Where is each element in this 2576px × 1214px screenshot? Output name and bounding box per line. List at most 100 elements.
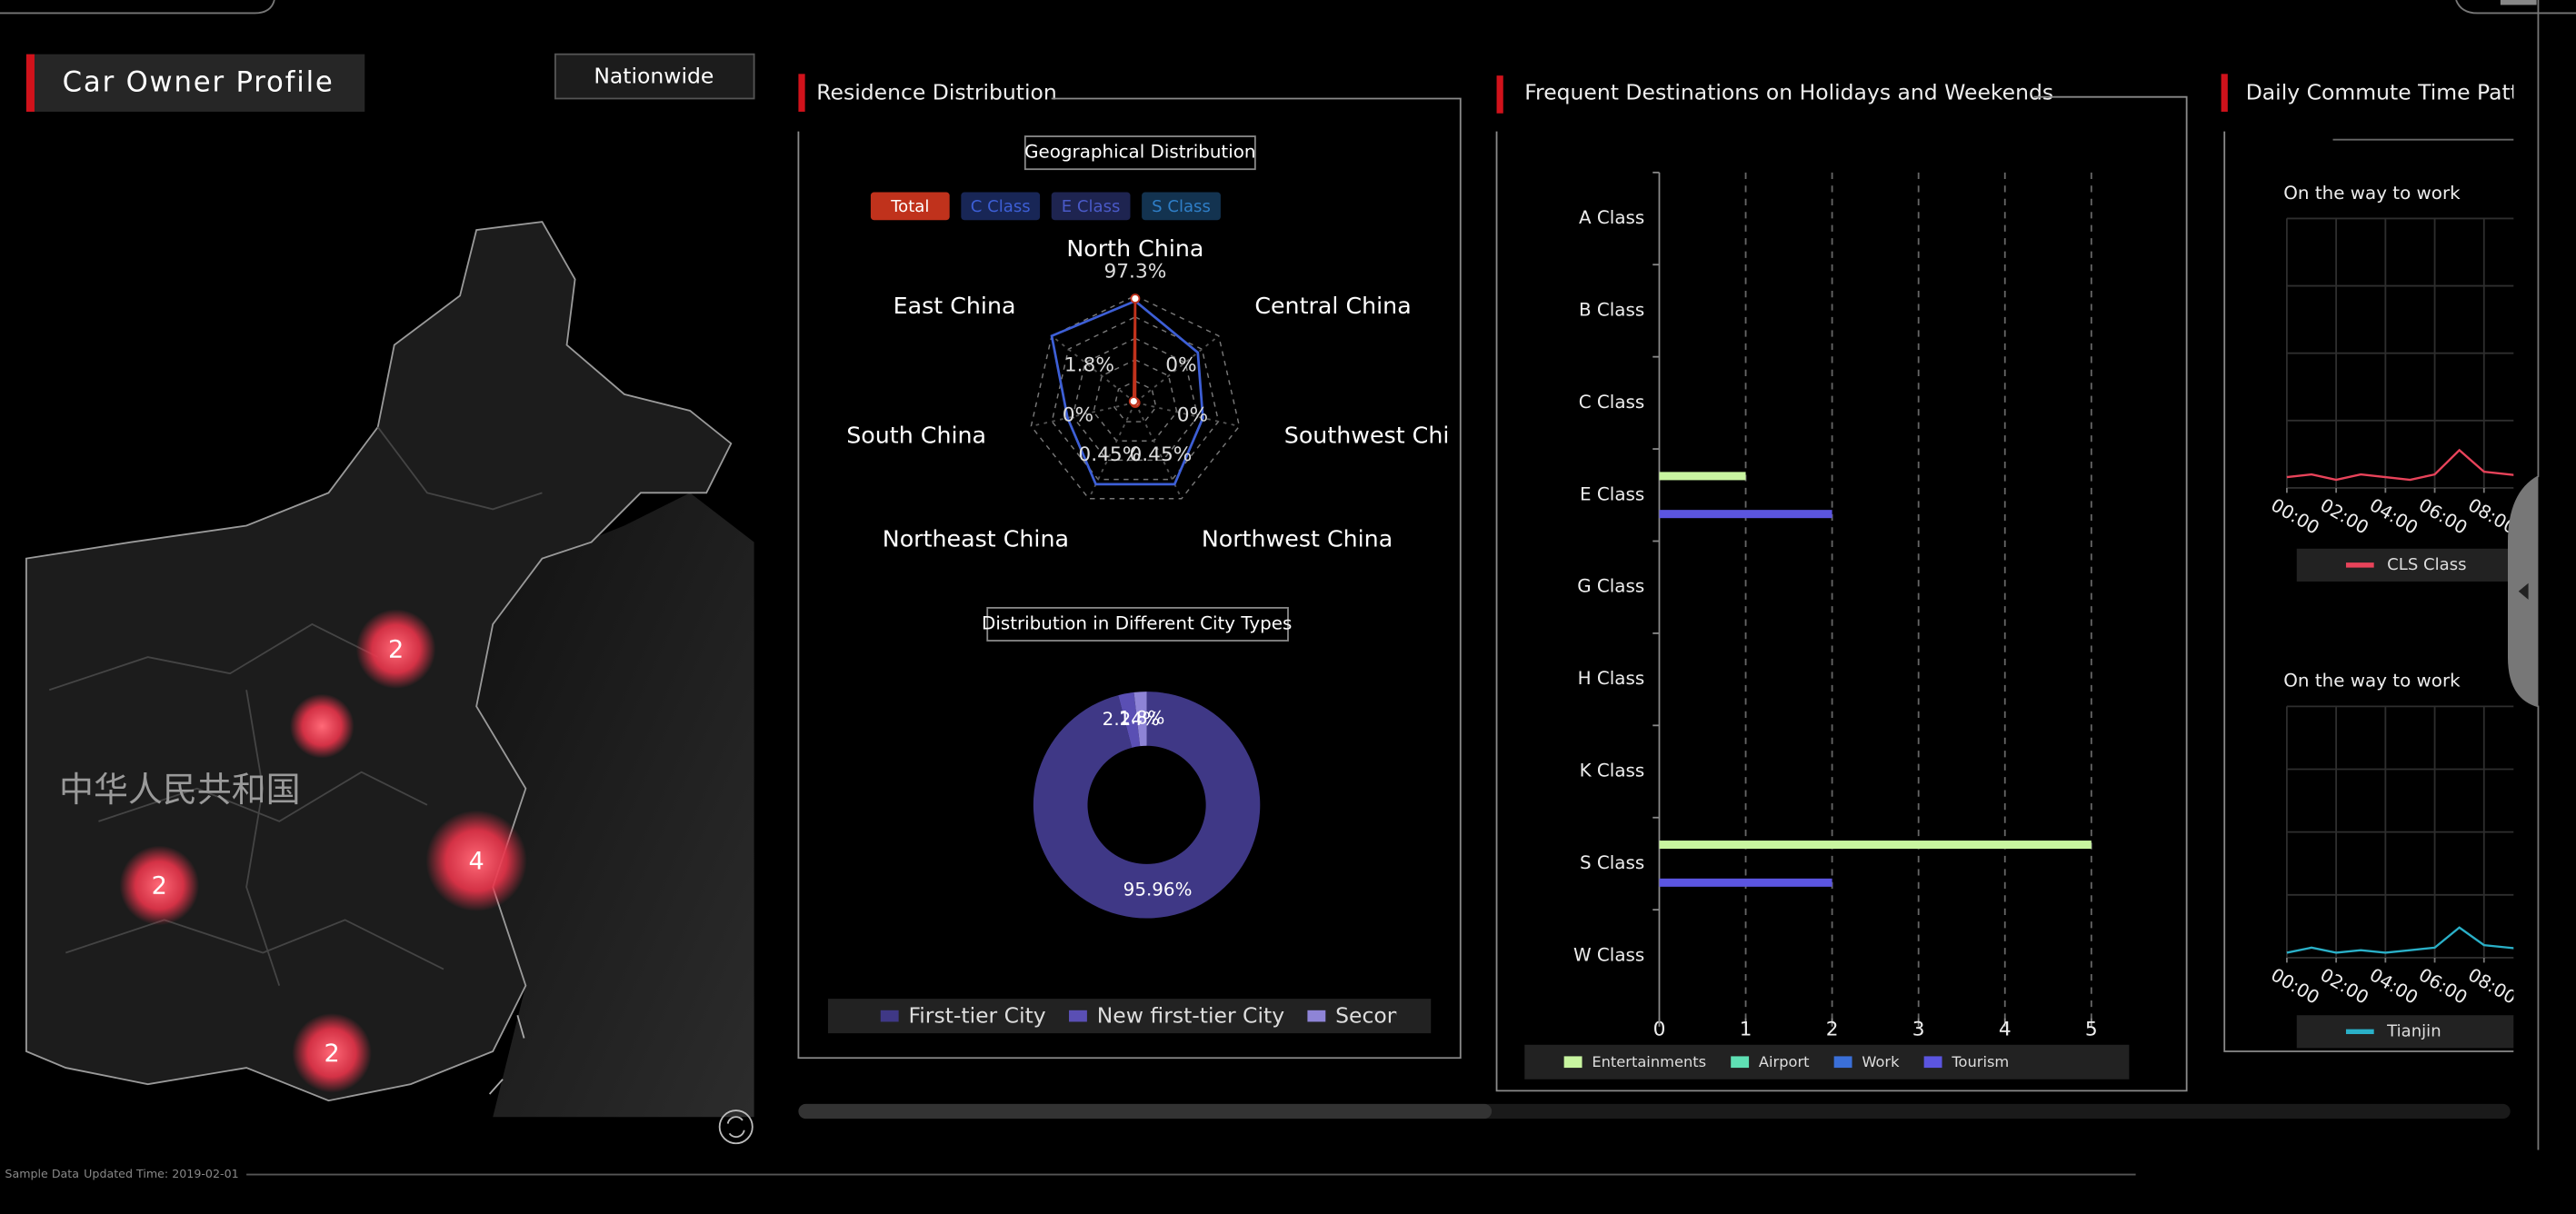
legend-label[interactable]: C Class <box>971 197 1031 216</box>
radar-axis-label: East China <box>894 293 1016 319</box>
y-tick-label: W Class <box>1573 944 1644 965</box>
radar-point <box>1128 396 1139 407</box>
legend-button[interactable] <box>870 192 950 221</box>
line-series <box>2286 448 2514 482</box>
x-tick-label: 2 <box>1826 1018 1839 1040</box>
country-label: 中华人民共和国 <box>59 770 301 810</box>
panel-frame <box>1495 95 2188 1092</box>
islands <box>488 1014 525 1095</box>
radar-axis-label: Central China <box>1254 293 1411 319</box>
radar-value-label: 0% <box>1063 403 1093 426</box>
radar-value-label: 97.3% <box>1103 261 1166 284</box>
bar <box>1659 878 1832 887</box>
panel-title: Daily Commute Time Patterns <box>2246 80 2565 105</box>
legend-label: Tianjin <box>2386 1021 2441 1040</box>
panel-title: Residence Distribution <box>816 80 1057 105</box>
y-tick-label: K Class <box>1580 761 1645 781</box>
panel-frame <box>797 97 1462 1060</box>
legend-label[interactable]: Total <box>890 197 929 216</box>
scrollbar-thumb[interactable] <box>798 1103 1493 1119</box>
line-series <box>2286 926 2514 954</box>
menu-icon[interactable] <box>2500 0 2537 5</box>
legend-bar <box>2296 1015 2514 1049</box>
legend-label: Tourism <box>1951 1053 2009 1070</box>
radar-spoke <box>1134 334 1220 403</box>
legend-swatch <box>1833 1056 1852 1069</box>
radar-spoke <box>1031 402 1136 427</box>
donut-slice <box>1033 692 1261 919</box>
radar-chart: North China Central China Southwest China N… <box>846 192 1478 552</box>
subtitle: Geographical Distribution <box>1024 142 1255 163</box>
scope-button[interactable] <box>554 53 755 100</box>
radar-spoke <box>1051 334 1136 403</box>
radar-axis-label: South China <box>846 422 986 448</box>
legend-swatch <box>1563 1056 1583 1069</box>
bubble <box>292 1012 372 1093</box>
side-handle-arrow[interactable] <box>2518 582 2529 600</box>
legend-button[interactable] <box>961 192 1041 221</box>
radar-ring <box>1093 359 1178 442</box>
radar-spoke <box>1088 402 1136 500</box>
legend-bar <box>2296 548 2514 582</box>
bubble-label: 2 <box>388 635 404 663</box>
sea <box>476 493 754 1118</box>
chart-subtitle: On the way to work <box>2283 183 2461 204</box>
bar <box>1659 841 2092 850</box>
donut-value-label: 1.8% <box>1119 708 1164 729</box>
legend-button[interactable] <box>1051 192 1131 221</box>
radar-value-label: 0.45% <box>1078 443 1141 466</box>
legend-label: First-tier City <box>908 1003 1045 1029</box>
y-tick-label: S Class <box>1580 852 1644 873</box>
refresh-button[interactable] <box>718 1110 754 1145</box>
legend-button[interactable] <box>1142 192 1221 221</box>
legend-swatch <box>1923 1056 1942 1069</box>
radar-axis-label: Southwest China <box>1284 422 1478 448</box>
donut-slice <box>1133 692 1147 747</box>
donut-value-label: 2.24% <box>1103 709 1160 730</box>
x-tick-label: 4 <box>1999 1018 2012 1040</box>
x-tick-label: 3 <box>1912 1018 1925 1040</box>
radar-value-label: 1.8% <box>1064 354 1114 377</box>
legend-label: CLS Class <box>2387 555 2466 574</box>
legend-label: Work <box>1862 1053 1900 1070</box>
panel-accent <box>798 74 805 112</box>
legend-bar <box>827 999 1432 1034</box>
subtitle-box <box>1023 135 1256 171</box>
title-accent <box>25 54 35 112</box>
bubble-label: 4 <box>469 848 484 876</box>
page-title: Car Owner Profile <box>63 66 334 99</box>
bar <box>1659 472 1746 481</box>
panel-title: Frequent Destinations on Holidays and We… <box>1524 80 2053 105</box>
legend-label: Entertainments <box>1592 1053 1706 1070</box>
legend-label[interactable]: E Class <box>1062 197 1121 216</box>
bubble <box>355 609 436 689</box>
y-tick-label: G Class <box>1577 576 1644 597</box>
bubble <box>425 810 527 911</box>
x-tick-label: 0 <box>1653 1018 1666 1040</box>
radar-area <box>1132 298 1138 404</box>
subtitle: Distribution in Different City Types <box>982 612 1292 633</box>
legend-label: Airport <box>1759 1053 1810 1070</box>
province-borders <box>48 426 543 986</box>
legend-swatch <box>1307 1010 1326 1022</box>
legend-label[interactable]: S Class <box>1152 197 1211 216</box>
y-tick-label: A Class <box>1579 207 1644 228</box>
footer-updated: Updated Time: 2019-02-01 <box>84 1167 238 1180</box>
scope-label[interactable]: Nationwide <box>594 63 714 88</box>
radar-axis-label: Northeast China <box>883 525 1069 552</box>
bubble-label: 2 <box>152 872 167 901</box>
y-tick-label: E Class <box>1580 483 1644 504</box>
radar-value-label: 0% <box>1177 403 1208 426</box>
bubbles: 2 4 2 2 <box>119 609 527 1093</box>
radar-spoke <box>1134 402 1240 427</box>
radar-spoke <box>1134 402 1183 500</box>
legend-swatch <box>1731 1056 1750 1069</box>
map: 中华人民共和国 2 4 2 2 <box>25 147 754 1118</box>
panel-frame <box>2223 131 2514 1052</box>
bar <box>1659 510 1832 519</box>
radar-ring <box>1051 316 1220 481</box>
refresh-icon[interactable] <box>726 1116 745 1139</box>
radar-value-label: 0% <box>1165 354 1196 377</box>
